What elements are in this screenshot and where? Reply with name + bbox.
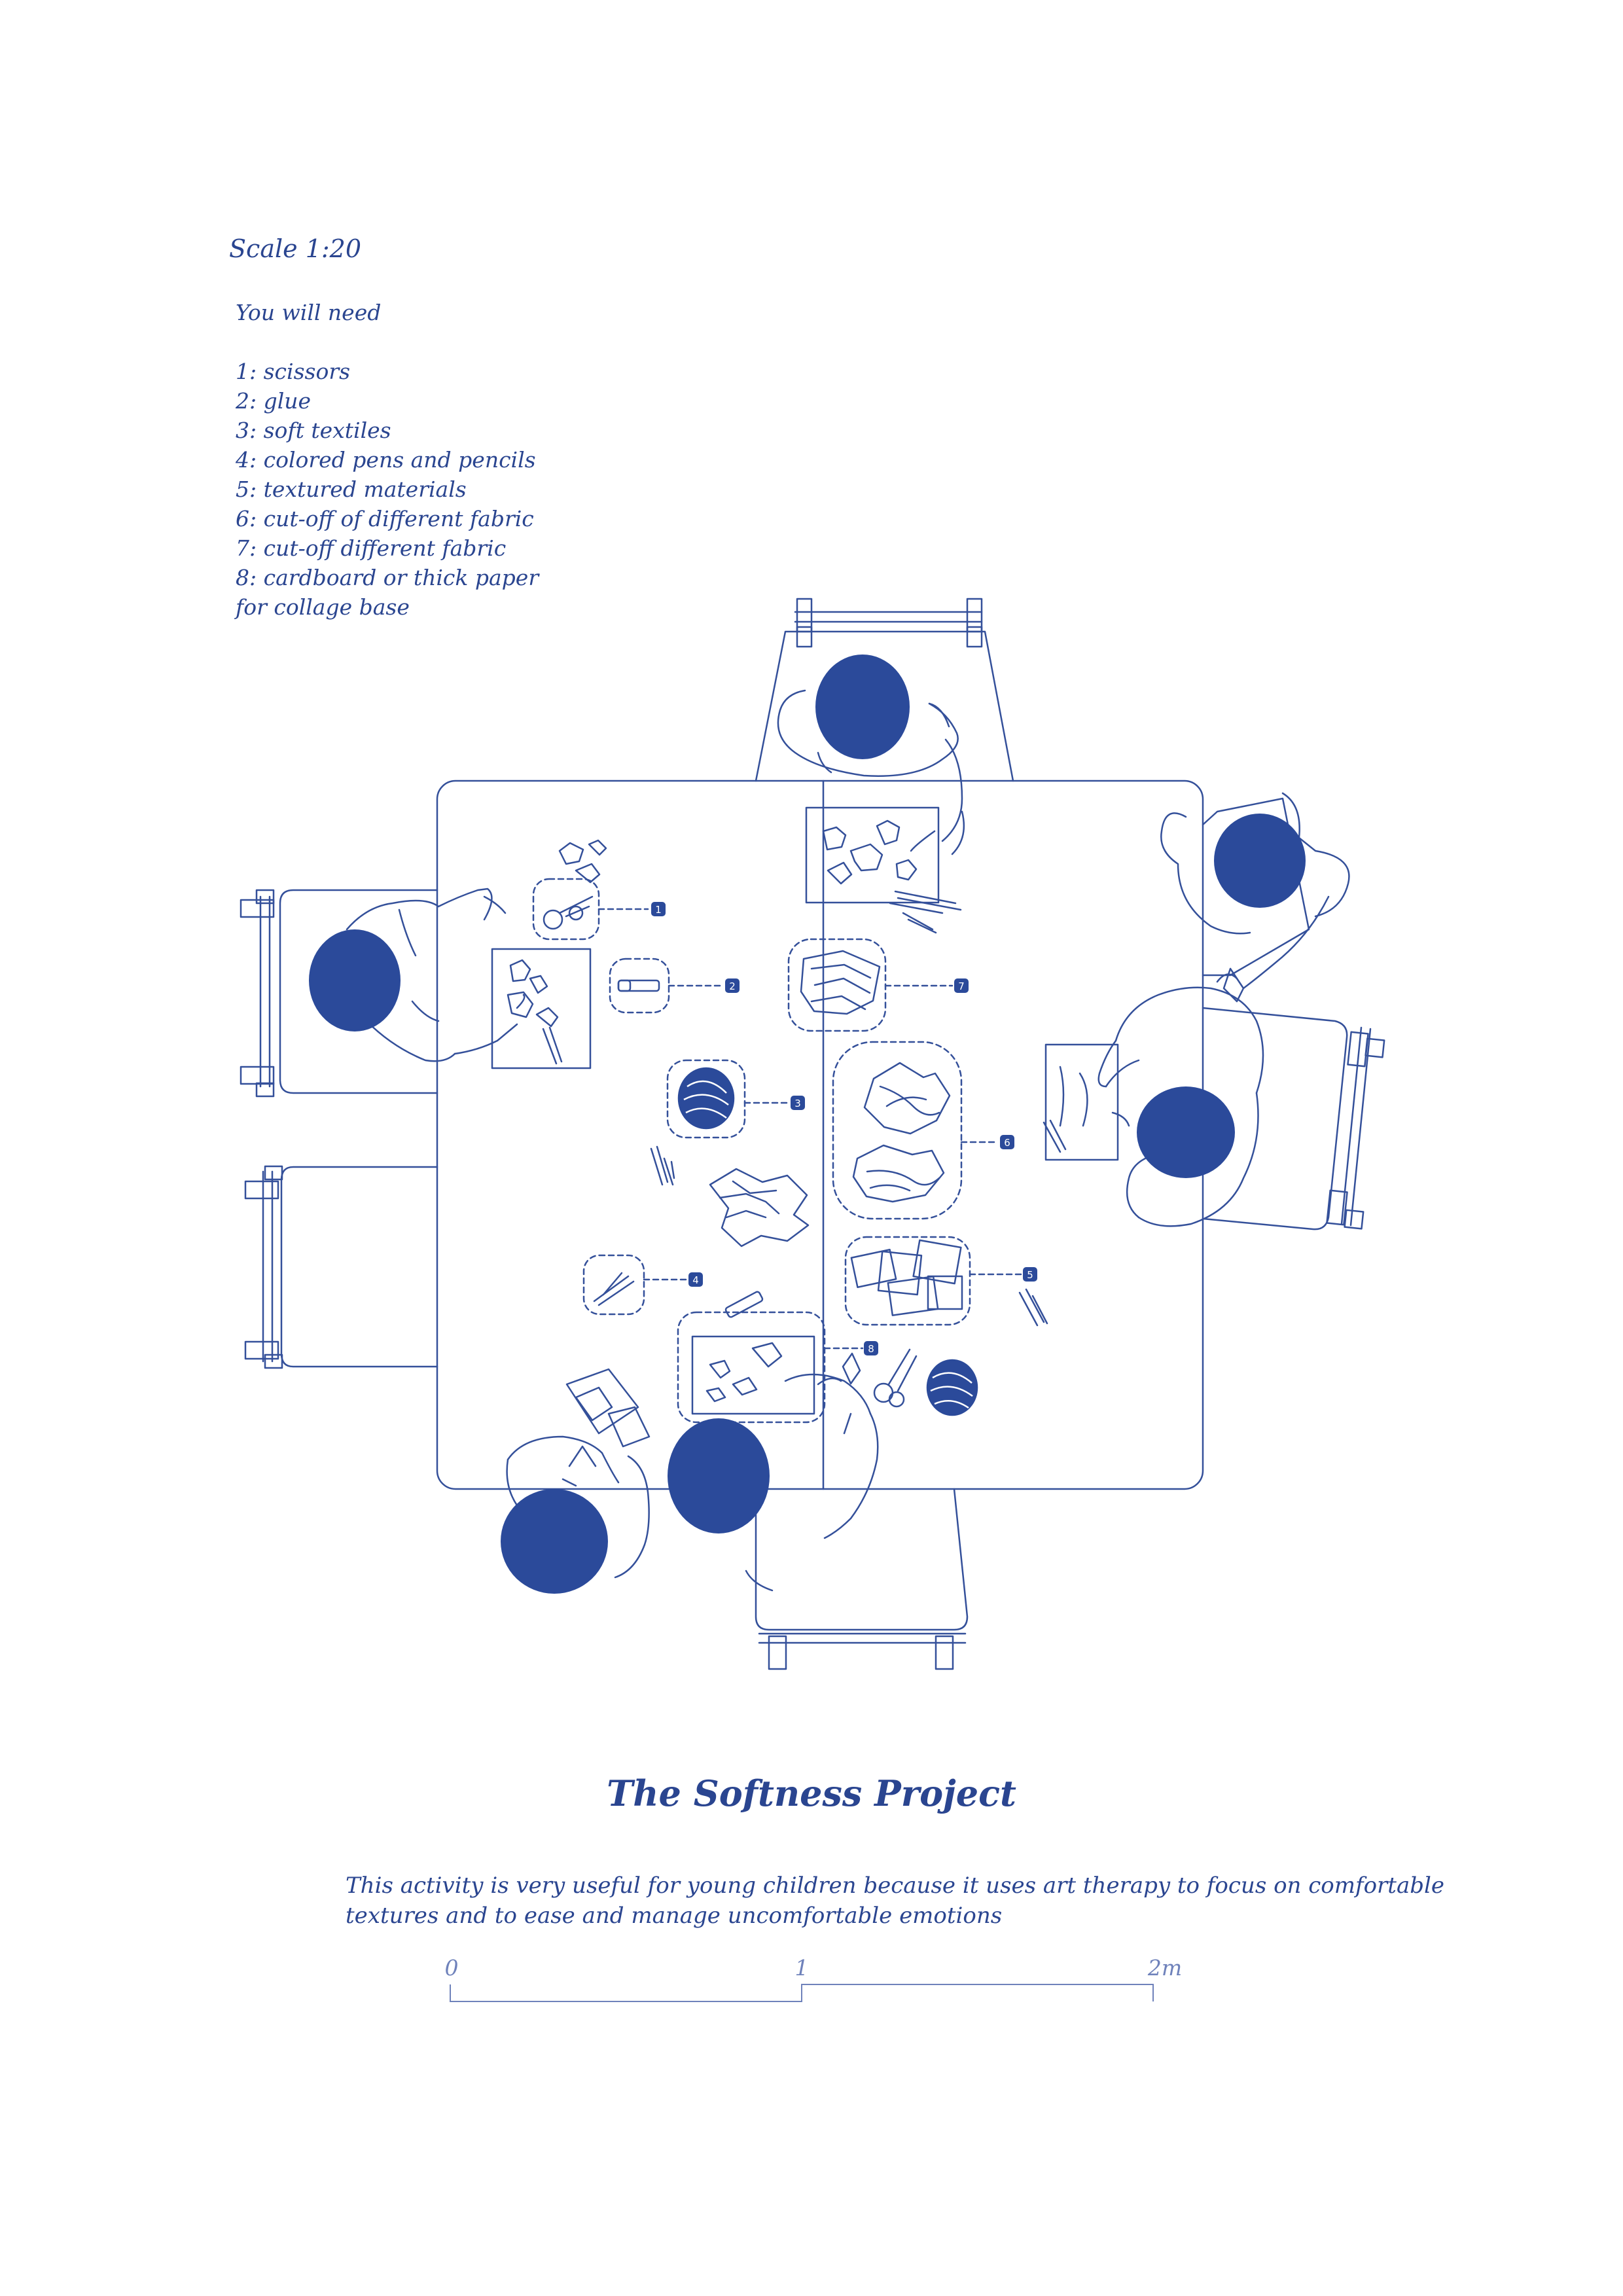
svg-text:3: 3 bbox=[794, 1098, 801, 1109]
pens-group bbox=[582, 1254, 688, 1316]
chair-left-top bbox=[240, 889, 438, 1098]
materials-list: You will need 1: scissors 2: glue 3: sof… bbox=[236, 298, 539, 622]
child-left-body bbox=[346, 888, 526, 1062]
material-item: 2: glue bbox=[236, 388, 312, 414]
material-item: for collage base bbox=[236, 594, 410, 620]
material-item: 6: cut-off of different fabric bbox=[236, 506, 534, 531]
bottom-left-papers bbox=[565, 1368, 651, 1448]
head-top-right-child bbox=[1214, 814, 1306, 908]
fabric-cutoff-7-group bbox=[787, 938, 954, 1032]
svg-text:4: 4 bbox=[692, 1274, 699, 1286]
chair-top bbox=[755, 598, 1014, 782]
material-item: 8: cardboard or thick paper bbox=[236, 565, 539, 590]
fabric-cutoff-6-group bbox=[832, 1041, 999, 1220]
svg-text:1: 1 bbox=[655, 904, 662, 916]
callout-badge-6: 6 bbox=[1000, 1135, 1014, 1149]
material-item: 3: soft textiles bbox=[236, 418, 391, 443]
scale-label: Scale 1:20 bbox=[229, 234, 362, 263]
glue-group bbox=[609, 958, 724, 1014]
cardboard-group bbox=[677, 1311, 864, 1424]
child-bottom-left-body bbox=[506, 1435, 650, 1579]
svg-text:2: 2 bbox=[729, 980, 736, 992]
material-item: 7: cut-off different fabric bbox=[236, 535, 507, 561]
chair-right bbox=[1202, 1007, 1385, 1230]
top-paper bbox=[805, 806, 940, 904]
child-top-right-body bbox=[1160, 792, 1350, 1003]
description: This activity is very useful for young c… bbox=[346, 1871, 1444, 1931]
head-right-child bbox=[1137, 1086, 1235, 1178]
scale-bar-line bbox=[450, 1984, 1154, 2002]
callout-badge-8: 8 bbox=[864, 1341, 878, 1355]
page-title: The Softness Project bbox=[607, 1772, 1016, 1814]
callout-badges: 1 2 3 4 5 6 7 8 bbox=[651, 902, 1037, 1355]
callout-badge-7: 7 bbox=[954, 978, 969, 993]
floor-plan-drawing: 1 2 3 4 5 6 7 8 bbox=[240, 598, 1385, 1670]
loose-glue bbox=[724, 1291, 764, 1318]
top-pencils bbox=[889, 890, 962, 934]
child-top-body bbox=[777, 689, 965, 855]
head-bottom-left-child bbox=[501, 1489, 608, 1594]
bottom-center-paper bbox=[691, 1335, 815, 1415]
callout-badge-3: 3 bbox=[791, 1096, 805, 1110]
soft-textiles-group bbox=[666, 1059, 790, 1139]
head-left-child bbox=[309, 929, 401, 1031]
scale-label-1: 1 bbox=[795, 1955, 809, 1981]
loose-scissors bbox=[842, 1348, 918, 1408]
child-right-body bbox=[1097, 986, 1264, 1227]
scale-label-0: 0 bbox=[445, 1955, 459, 1981]
description-line-1: This activity is very useful for young c… bbox=[346, 1873, 1444, 1899]
callout-badge-2: 2 bbox=[725, 978, 740, 993]
callout-badge-5: 5 bbox=[1023, 1267, 1037, 1282]
right-paper bbox=[1043, 1043, 1119, 1161]
materials-intro: You will need bbox=[236, 300, 382, 325]
svg-text:8: 8 bbox=[868, 1343, 874, 1355]
textured-materials-group bbox=[844, 1236, 1022, 1326]
svg-text:5: 5 bbox=[1027, 1269, 1033, 1281]
textile-bundle-center bbox=[709, 1168, 810, 1247]
loose-pens-left bbox=[650, 1145, 675, 1186]
material-item: 4: colored pens and pencils bbox=[236, 447, 536, 473]
scale-label-2m: 2m bbox=[1147, 1955, 1182, 1981]
callout-badge-4: 4 bbox=[688, 1272, 703, 1287]
description-line-2: textures and to ease and manage uncomfor… bbox=[346, 1903, 1003, 1929]
callout-badge-1: 1 bbox=[651, 902, 666, 916]
svg-text:6: 6 bbox=[1004, 1137, 1010, 1149]
scissors-group bbox=[532, 839, 649, 941]
yarn-ball-callout-3 bbox=[677, 1067, 735, 1130]
head-bottom-center-child bbox=[668, 1418, 770, 1534]
material-item: 1: scissors bbox=[236, 359, 351, 384]
yarn-ball-bottom-right bbox=[926, 1359, 978, 1416]
child-bottom-center-body bbox=[745, 1373, 879, 1592]
loose-pens-right bbox=[1018, 1288, 1048, 1327]
chair-bottom bbox=[755, 1488, 969, 1670]
head-top-child bbox=[815, 655, 910, 759]
svg-text:7: 7 bbox=[958, 980, 965, 992]
chair-left-bottom bbox=[244, 1165, 438, 1369]
left-paper bbox=[491, 948, 592, 1069]
material-item: 5: textured materials bbox=[236, 476, 467, 502]
